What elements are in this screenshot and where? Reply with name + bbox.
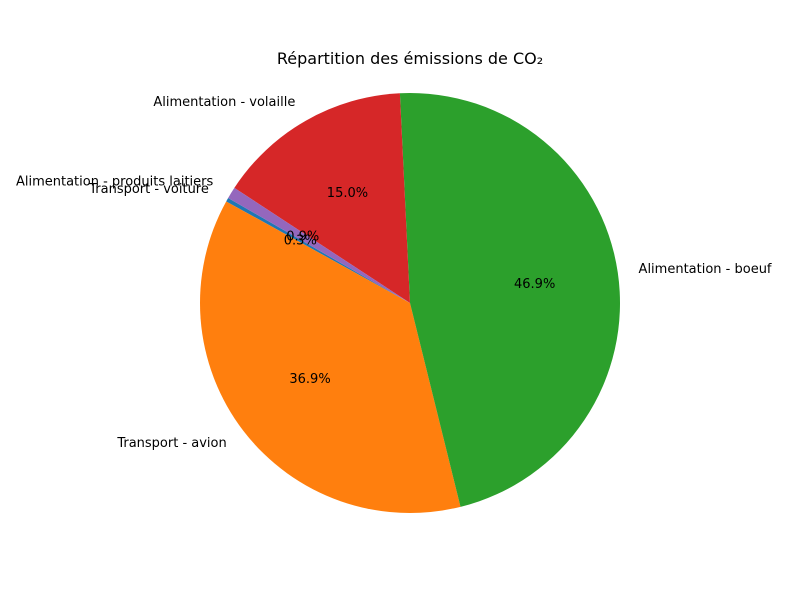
pie-slice-4 <box>228 187 410 303</box>
slice-label-3: Alimentation - volaille <box>153 95 295 110</box>
pie-slice-2 <box>399 92 621 507</box>
slice-label-0: Transport - voiture <box>88 182 209 197</box>
pie-labels: Transport - voiture 0.3% Transport - avion… <box>16 95 772 451</box>
slice-pct-label-4: 0.9% <box>286 229 319 244</box>
slice-pct-label-3: 15.0% <box>327 186 368 201</box>
slice-pct-label-1: 36.9% <box>289 372 330 387</box>
chart-title: Répartition des émissions de CO₂ <box>277 49 543 68</box>
pie-slice-0 <box>226 198 410 303</box>
slice-pct-label-0: 0.3% <box>284 234 317 249</box>
slice-label-4: Alimentation - produits laitiers <box>16 174 214 189</box>
pie-slice-1 <box>199 201 461 513</box>
pie-slice-3 <box>234 93 410 304</box>
slice-label-1: Transport - avion <box>116 436 226 451</box>
slice-pct-label-2: 46.9% <box>514 277 555 292</box>
slice-label-2: Alimentation - boeuf <box>639 262 772 277</box>
pie-slices <box>199 92 621 513</box>
